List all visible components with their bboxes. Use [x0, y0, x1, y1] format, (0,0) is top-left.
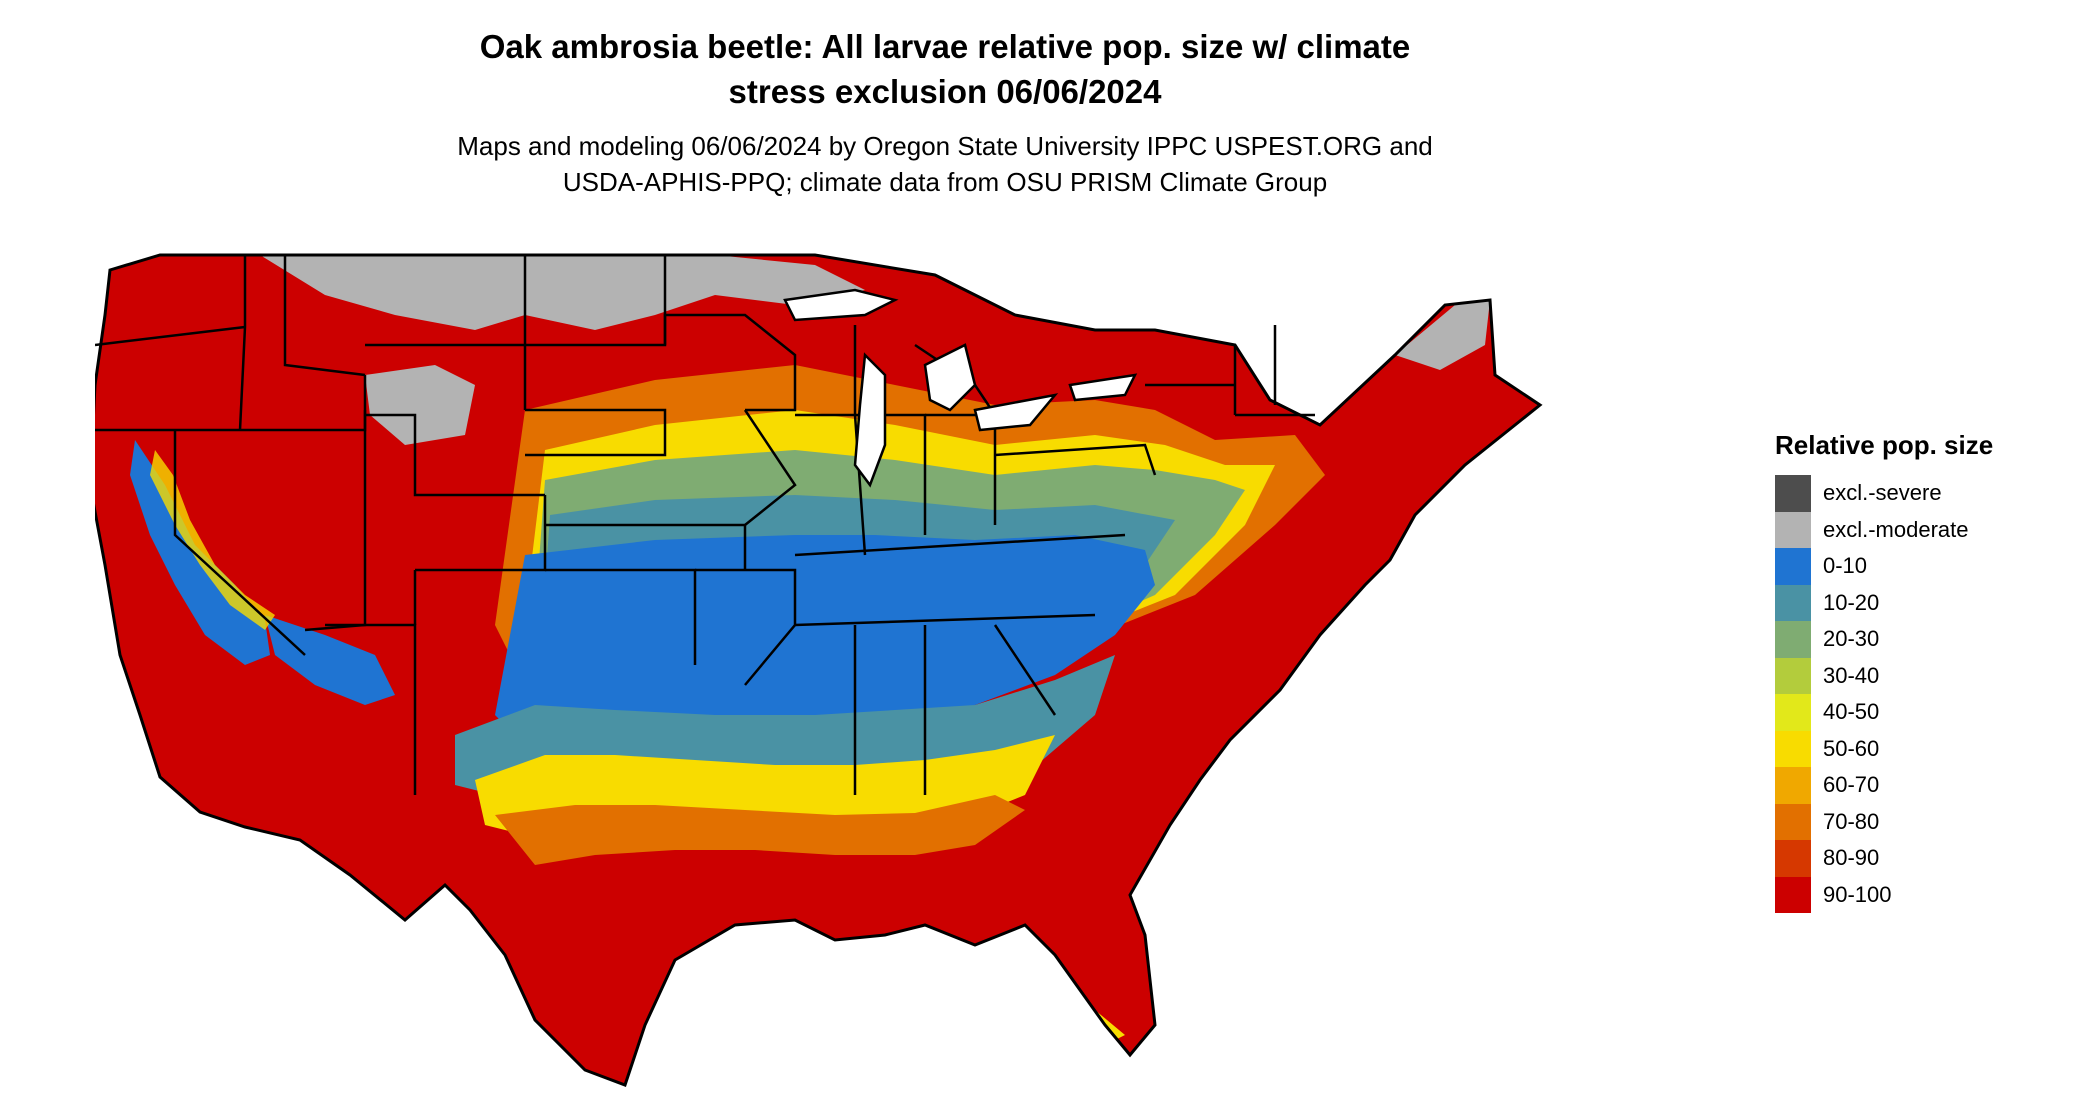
ia-mo-border — [743, 409, 797, 526]
legend-label: 30-40 — [1823, 662, 1880, 688]
ca-nv-border — [173, 430, 306, 656]
tn-south-border — [794, 613, 1096, 627]
wa-or-border — [95, 325, 246, 347]
ga-sc-border — [993, 624, 1057, 716]
legend-label: 50-60 — [1823, 735, 1880, 761]
legend-swatch — [1775, 876, 1811, 913]
subtitle-line-2: USDA-APHIS-PPQ; climate data from OSU PR… — [562, 167, 1328, 197]
lake-erie — [973, 393, 1059, 432]
legend-title: Relative pop. size — [1775, 430, 1994, 460]
lake-ontario — [1068, 373, 1138, 402]
zone-70-80-south — [495, 795, 1025, 865]
population-raster — [95, 255, 1540, 1085]
great-lakes — [783, 288, 1138, 488]
legend-items: excl.-severe excl.-moderate 0-10 10-20 20-30… — [1775, 475, 1993, 913]
legend-label: 90-100 — [1823, 881, 1892, 907]
zone-excl-moderate-north — [260, 255, 865, 330]
legend-label: excl.-moderate — [1823, 516, 1969, 542]
legend-item: 10-20 — [1775, 584, 1993, 621]
legend-label: 60-70 — [1823, 772, 1880, 798]
ar-la-border — [695, 568, 797, 686]
legend-item: 80-90 — [1775, 840, 1993, 877]
legend-swatch — [1775, 548, 1811, 585]
ky-tn-border — [794, 533, 1126, 557]
legend-label: 70-80 — [1823, 808, 1880, 834]
legend-label: excl.-severe — [1823, 480, 1942, 506]
nd-border — [523, 255, 667, 347]
ut-co-border — [365, 413, 545, 497]
lake-superior — [783, 288, 899, 322]
legend-swatch — [1775, 475, 1811, 512]
id-west-border — [238, 255, 247, 431]
legend-swatch — [1775, 657, 1811, 694]
map-subtitle: Maps and modeling 06/06/2024 by Oregon S… — [330, 128, 1560, 200]
legend-item: excl.-moderate — [1775, 511, 1993, 548]
title-line-1: Oak ambrosia beetle: All larvae relative… — [479, 28, 1411, 65]
zone-40-50-fringe — [150, 450, 275, 630]
subtitle-line-1: Maps and modeling 06/06/2024 by Oregon S… — [457, 131, 1433, 161]
ne-border — [525, 408, 667, 457]
legend-swatch — [1775, 584, 1811, 621]
mn-ia-border — [663, 313, 797, 412]
legend-item: 0-10 — [1775, 548, 1993, 585]
legend-swatch — [1775, 767, 1811, 804]
legend-swatch — [1775, 803, 1811, 840]
legend-swatch — [1775, 694, 1811, 731]
pa-border — [994, 443, 1157, 476]
legend-item: 30-40 — [1775, 657, 1993, 694]
legend-item: 60-70 — [1775, 767, 1993, 804]
zone-0-10 — [495, 535, 1155, 755]
legend: Relative pop. size excl.-severe excl.-mod… — [1775, 430, 1993, 913]
legend-label: 80-90 — [1823, 845, 1880, 871]
legend-item: 40-50 — [1775, 694, 1993, 731]
title-line-2: stress exclusion 06/06/2024 — [728, 73, 1162, 110]
legend-item: 20-30 — [1775, 621, 1993, 658]
zone-excl-moderate-rockies — [365, 365, 475, 445]
legend-label: 10-20 — [1823, 589, 1880, 615]
us-outline — [95, 253, 1543, 1087]
lake-michigan — [853, 352, 887, 488]
legend-label: 40-50 — [1823, 699, 1880, 725]
legend-item: 50-60 — [1775, 730, 1993, 767]
legend-item: excl.-severe — [1775, 475, 1993, 512]
id-mt-border — [283, 255, 366, 377]
legend-label: 20-30 — [1823, 626, 1880, 652]
lake-huron — [923, 343, 977, 412]
zone-excl-moderate-maine — [1395, 300, 1490, 370]
legend-item: 90-100 — [1775, 876, 1993, 913]
legend-label: 0-10 — [1823, 553, 1868, 579]
legend-swatch — [1775, 840, 1811, 877]
legend-swatch — [1775, 621, 1811, 658]
map-title: Oak ambrosia beetle: All larvae relative… — [330, 24, 1560, 114]
legend-swatch — [1775, 511, 1811, 548]
legend-swatch — [1775, 730, 1811, 767]
zone-0-10-desert — [265, 615, 395, 705]
us-map — [95, 253, 1543, 1087]
legend-item: 70-80 — [1775, 803, 1993, 840]
